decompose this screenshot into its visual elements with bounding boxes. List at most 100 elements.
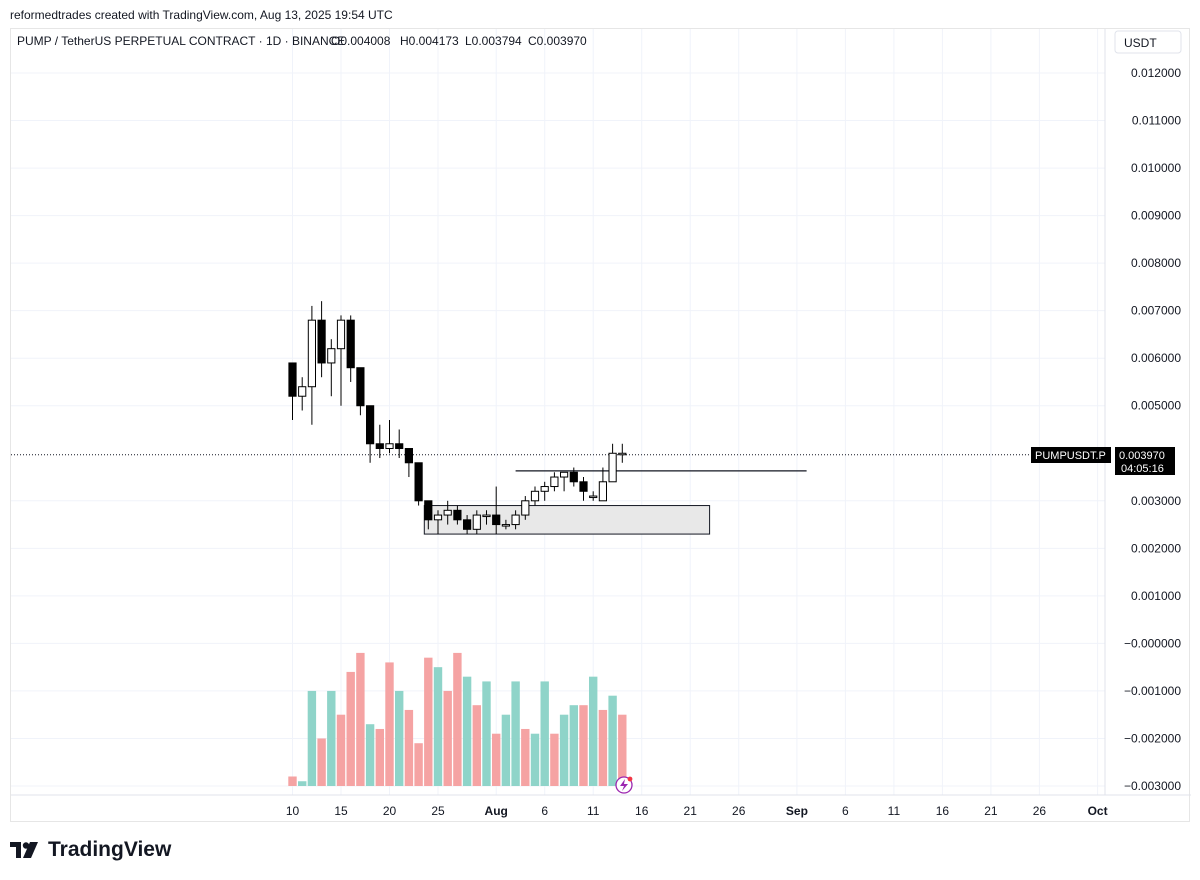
volume-bar (424, 657, 433, 786)
brand-name: TradingView (48, 838, 172, 861)
volume-bar (492, 733, 501, 786)
candle-body (492, 514, 501, 526)
volume-bar (395, 690, 404, 786)
y-tick-label: 0.008000 (1131, 256, 1181, 270)
candle-body (589, 495, 598, 499)
candle-body (336, 319, 346, 350)
legend-open: O0.004008 (331, 34, 391, 48)
volume-bar (385, 662, 394, 786)
candle-body (618, 452, 627, 456)
candle-body (366, 405, 375, 445)
candle-body (608, 452, 617, 483)
y-tick-label: −0.001000 (1124, 684, 1181, 698)
volume-bar (472, 705, 481, 786)
x-tick-label: Oct (1088, 804, 1108, 818)
volume-bar (453, 652, 462, 786)
volume-bar (356, 652, 365, 786)
tradingview-logo[interactable]: TradingView (10, 838, 171, 862)
grid-layer (11, 29, 1105, 795)
volume-bar (346, 671, 355, 786)
legend-high: H0.004173 (400, 34, 459, 48)
currency-button[interactable]: USDT (1124, 36, 1157, 50)
currency-button-bg[interactable] (1114, 30, 1182, 54)
candle-body (453, 509, 462, 521)
candle-body (579, 481, 588, 492)
x-tick-label: 15 (334, 804, 348, 818)
y-tick-label: 0.005000 (1131, 399, 1181, 413)
price-label-price-bg (1115, 447, 1175, 475)
candle-body (346, 319, 355, 369)
candle-body (463, 519, 472, 530)
candle-body (385, 443, 394, 450)
price-label-symbol-bg (1031, 447, 1111, 463)
candle-body (356, 367, 365, 407)
y-tick-label: 0.001000 (1131, 589, 1181, 603)
volume-bar (336, 714, 346, 786)
volume-bar (608, 695, 617, 786)
volume-bar (589, 676, 598, 786)
flash-icon[interactable] (615, 776, 633, 794)
zone-layer (11, 454, 1105, 535)
x-tick-label: 10 (286, 804, 300, 818)
candle-body (472, 514, 481, 530)
y-tick-label: 0.012000 (1131, 66, 1181, 80)
y-tick-label: −0.003000 (1124, 779, 1181, 793)
candle-body (560, 471, 569, 478)
volume-bar (511, 681, 520, 786)
x-tick-label: 6 (842, 804, 849, 818)
x-tick-label: 20 (383, 804, 397, 818)
volume-bar (530, 733, 540, 786)
candle-body (511, 514, 520, 526)
candle-body (327, 348, 336, 364)
candle-body (501, 524, 510, 527)
price-chart[interactable]: 0.012000 0.011000 0.010000 0.009000 0.008000… (11, 29, 1191, 823)
candle-body (288, 362, 297, 397)
x-tick-label: 11 (888, 804, 901, 818)
x-tick-label: 6 (541, 804, 548, 818)
volume-bar (482, 681, 491, 786)
x-tick-label: 11 (587, 804, 600, 818)
x-tick-label: 16 (635, 804, 649, 818)
volume-bar (433, 667, 443, 786)
candle-body (530, 490, 540, 502)
candle-body (433, 514, 443, 521)
candle-body (395, 443, 404, 450)
legend-symbol[interactable]: PUMP / TetherUS PERPETUAL CONTRACT · 1D … (17, 34, 345, 48)
volume-bar (375, 728, 384, 786)
demand-zone (423, 505, 711, 535)
chart-frame[interactable]: 0.012000 0.011000 0.010000 0.009000 0.008000… (10, 28, 1191, 823)
candle-body (598, 481, 607, 502)
candle-layer (288, 301, 627, 535)
volume-bar (540, 681, 549, 786)
volume-bar (618, 714, 627, 786)
candle-body (550, 476, 559, 488)
y-tick-label: −0.002000 (1124, 731, 1181, 745)
candle-body (414, 462, 423, 502)
legend-low: L0.003794 (465, 34, 522, 48)
attribution-text: reformedtrades created with TradingView.… (10, 8, 393, 22)
candle-body (404, 448, 413, 464)
x-tick-label: 25 (431, 804, 445, 818)
volume-layer (288, 652, 627, 786)
volume-bar (414, 743, 423, 786)
y-tick-label: 0.002000 (1131, 541, 1181, 555)
candle-body (443, 509, 452, 516)
x-tick-label: Sep (786, 804, 808, 818)
volume-bar (298, 781, 307, 786)
volume-bar (443, 690, 452, 786)
x-tick-label: 21 (684, 804, 698, 818)
volume-bar (579, 705, 588, 786)
y-tick-label: 0.010000 (1131, 161, 1181, 175)
y-tick-label: 0.003000 (1131, 494, 1181, 508)
volume-bar (569, 705, 578, 786)
x-tick-label: Aug (485, 804, 508, 818)
price-label: PUMPUSDT.P 0.003970 04:05:16 (1031, 447, 1175, 475)
x-tick-label: 16 (936, 804, 950, 818)
price-label-countdown: 04:05:16 (1121, 463, 1164, 475)
candle-body (540, 486, 549, 492)
candle-body (569, 471, 578, 483)
axis-layer: 0.012000 0.011000 0.010000 0.009000 0.008000… (11, 29, 1191, 818)
x-tick-label: 26 (732, 804, 746, 818)
candle-body (317, 319, 326, 364)
candle-body (482, 514, 491, 518)
